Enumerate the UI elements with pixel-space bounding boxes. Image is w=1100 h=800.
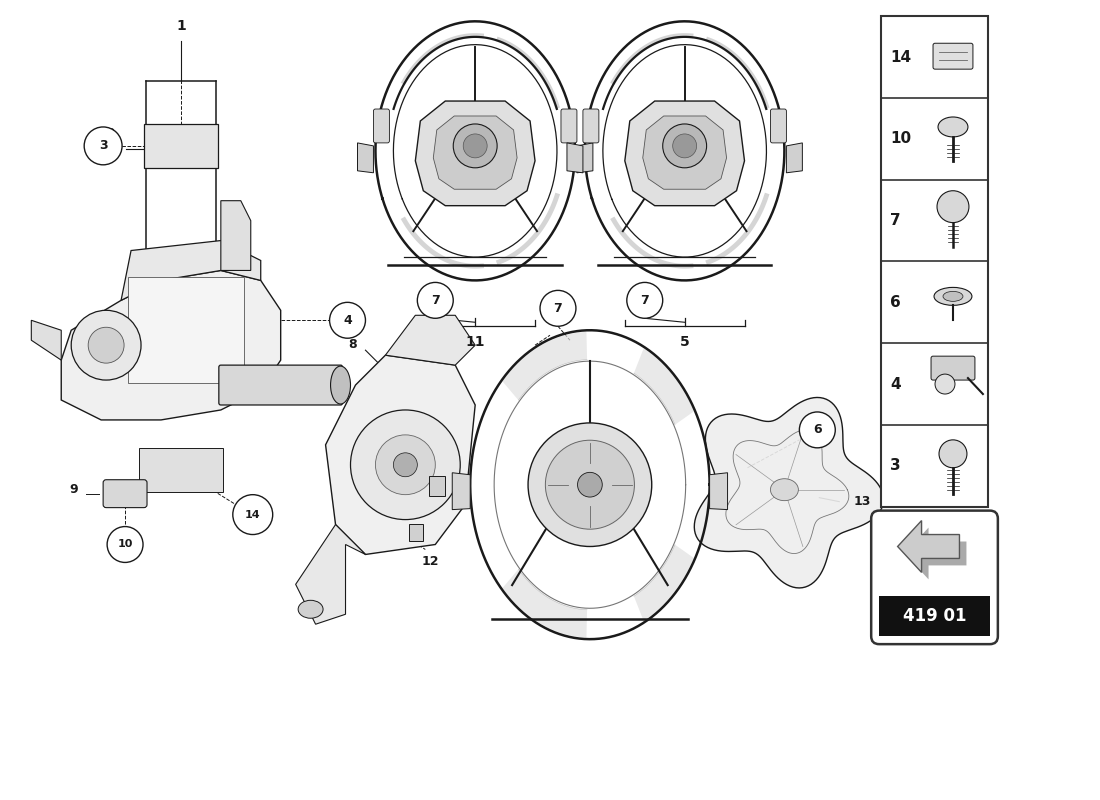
Text: 8: 8 [349,338,356,350]
Polygon shape [296,525,365,624]
FancyBboxPatch shape [219,365,342,405]
Polygon shape [358,143,373,173]
Circle shape [546,440,635,529]
Circle shape [528,423,651,546]
Ellipse shape [938,117,968,137]
FancyBboxPatch shape [931,356,975,380]
FancyBboxPatch shape [881,16,988,506]
Text: 419 01: 419 01 [903,607,966,626]
Text: 9: 9 [69,483,77,496]
Text: 7: 7 [640,294,649,307]
Polygon shape [576,143,593,173]
FancyBboxPatch shape [561,109,576,143]
Polygon shape [416,101,535,206]
FancyBboxPatch shape [139,448,223,492]
Circle shape [937,190,969,222]
FancyBboxPatch shape [770,109,786,143]
Polygon shape [786,143,802,173]
Circle shape [800,412,835,448]
Polygon shape [710,473,727,510]
FancyBboxPatch shape [409,523,424,541]
FancyBboxPatch shape [128,278,244,383]
Text: 6: 6 [890,295,901,310]
Ellipse shape [331,366,351,404]
Polygon shape [694,398,883,588]
Polygon shape [62,270,280,420]
Circle shape [417,282,453,318]
Ellipse shape [943,291,962,302]
Text: 12: 12 [421,555,439,568]
Polygon shape [121,241,261,300]
Polygon shape [221,201,251,270]
Circle shape [85,127,122,165]
Circle shape [107,526,143,562]
Ellipse shape [298,600,323,618]
FancyBboxPatch shape [373,109,389,143]
Circle shape [453,124,497,168]
Circle shape [935,374,955,394]
Circle shape [463,134,487,158]
Polygon shape [503,570,587,638]
Ellipse shape [770,478,799,501]
Text: 4: 4 [890,377,901,391]
Polygon shape [904,527,967,579]
Circle shape [673,134,696,158]
Polygon shape [503,332,587,400]
Text: 10: 10 [890,131,911,146]
Text: 6: 6 [813,423,822,436]
Polygon shape [634,349,694,425]
Circle shape [375,435,436,494]
Circle shape [578,472,603,497]
Text: 10: 10 [118,539,133,550]
FancyBboxPatch shape [871,510,998,644]
Ellipse shape [934,287,972,306]
Circle shape [662,124,706,168]
Text: 7: 7 [553,302,562,315]
FancyBboxPatch shape [144,124,218,168]
Polygon shape [452,473,470,510]
Text: 7: 7 [431,294,440,307]
Circle shape [540,290,576,326]
FancyBboxPatch shape [429,476,446,496]
Polygon shape [433,116,517,190]
FancyBboxPatch shape [103,480,147,508]
Text: 2: 2 [107,127,116,141]
Polygon shape [625,101,745,206]
Circle shape [330,302,365,338]
Circle shape [939,440,967,468]
Text: 1: 1 [176,19,186,34]
Text: 4: 4 [343,314,352,326]
Text: 14: 14 [890,50,911,65]
Text: 14: 14 [245,510,261,520]
Text: 7: 7 [890,213,901,228]
Circle shape [351,410,460,519]
Text: 13: 13 [854,495,870,508]
Text: 11: 11 [465,335,485,350]
Polygon shape [898,521,959,572]
Circle shape [72,310,141,380]
Circle shape [627,282,662,318]
Polygon shape [642,116,727,190]
Polygon shape [326,355,475,554]
Polygon shape [31,320,62,360]
Circle shape [394,453,417,477]
Text: 5: 5 [680,335,690,350]
Polygon shape [566,143,583,173]
FancyBboxPatch shape [879,596,990,636]
Circle shape [233,494,273,534]
FancyBboxPatch shape [583,109,598,143]
Polygon shape [385,315,475,365]
Polygon shape [634,545,694,621]
FancyBboxPatch shape [933,43,972,69]
Text: 3: 3 [99,139,108,152]
Circle shape [88,327,124,363]
Text: 3: 3 [890,458,901,474]
